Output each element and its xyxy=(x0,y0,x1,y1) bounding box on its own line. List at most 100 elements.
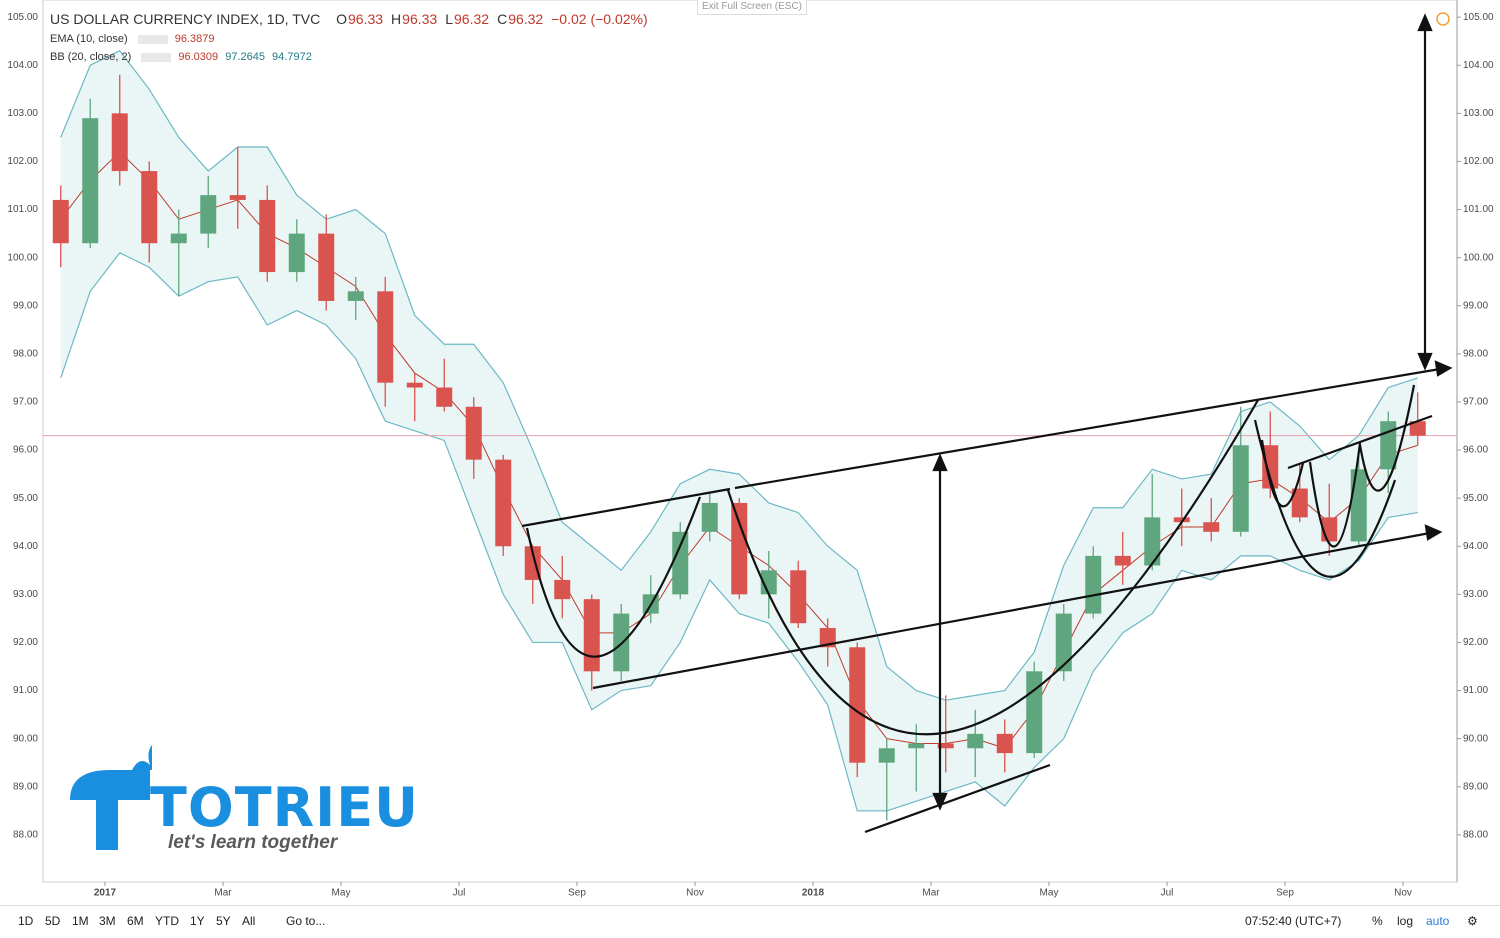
y-tick-label: 91.00 xyxy=(13,685,38,696)
y-tick-label: 92.00 xyxy=(13,637,38,648)
candle-body xyxy=(878,748,895,763)
candle-body xyxy=(1203,522,1220,532)
cup-curve xyxy=(1308,442,1362,548)
range-button[interactable]: 3M xyxy=(99,914,116,928)
candle-body xyxy=(495,459,512,547)
candle-body xyxy=(170,233,187,244)
y-tick-label: 100.00 xyxy=(7,252,38,263)
candle-body xyxy=(52,199,69,244)
range-button[interactable]: All xyxy=(242,914,256,928)
candle-body xyxy=(908,743,925,749)
candle-body xyxy=(731,502,748,595)
range-button[interactable]: YTD xyxy=(155,914,179,928)
ohlc-key: O xyxy=(336,11,347,27)
candle-body xyxy=(377,291,394,383)
bb-fill xyxy=(60,50,1418,811)
y-tick-label: 95.00 xyxy=(13,493,38,504)
indicator-controls[interactable] xyxy=(141,52,172,62)
ohlc: O96.33 H96.33 L96.32 C96.32 xyxy=(328,11,543,27)
chart: 88.00 88.00 89.00 89.00 90.00 90.00 91.00 91.00… xyxy=(7,0,1494,899)
candle-body xyxy=(554,579,571,600)
settings-button[interactable]: ⚙ xyxy=(1467,914,1478,928)
trend-line xyxy=(521,487,731,528)
candle-body xyxy=(1350,469,1367,542)
y-tick-label: 97.00 xyxy=(13,397,38,408)
cup-curve xyxy=(1253,419,1397,578)
clock: 07:52:40 (UTC+7) xyxy=(1245,914,1342,928)
range-button[interactable]: 5D xyxy=(45,914,61,928)
bb-value: 96.0309 xyxy=(178,51,219,63)
candle-body xyxy=(996,733,1013,754)
trend-line xyxy=(592,531,1431,690)
ohlc-key: L xyxy=(445,11,454,27)
y-tick-label: 102.00 xyxy=(1463,156,1494,167)
cup-curve xyxy=(726,399,1259,736)
marks: 88.00 88.00 89.00 89.00 90.00 90.00 91.00 91.00… xyxy=(7,12,1494,899)
y-tick-label: 93.00 xyxy=(13,589,38,600)
goto-button[interactable]: Go to... xyxy=(286,914,326,928)
logo-name: TOTRIEU xyxy=(150,776,419,839)
cup-curve xyxy=(1358,384,1416,492)
symbol-title: US DOLLAR CURRENCY INDEX, 1D, TVC xyxy=(50,11,321,27)
logo-mark xyxy=(70,745,152,850)
y-tick-label: 90.00 xyxy=(1463,733,1488,744)
bottom-toolbar: Go to... 07:52:40 (UTC+7) 1D 5D 1M 3M 6M YTD 1… xyxy=(0,905,1500,938)
ohlc-value: 96.33 xyxy=(402,11,438,27)
y-tick-label: 92.00 xyxy=(1463,637,1488,648)
candle-body xyxy=(259,199,276,273)
range-button[interactable]: 1M xyxy=(72,914,89,928)
range-button[interactable]: 6M xyxy=(127,914,144,928)
candle-body xyxy=(967,733,984,749)
x-tick-label: Mar xyxy=(922,888,940,899)
bb-value: 97.2645 xyxy=(225,51,265,63)
arrow-head xyxy=(932,453,948,472)
x-tick-label: Jul xyxy=(453,888,466,899)
x-tick-label: Jul xyxy=(1161,888,1174,899)
ohlc-key: H xyxy=(391,11,402,27)
candle-body xyxy=(1232,445,1249,532)
y-tick-label: 99.00 xyxy=(1463,300,1488,311)
scale-option[interactable]: log xyxy=(1397,914,1414,928)
arrow-head xyxy=(1417,13,1433,32)
arrow-head xyxy=(1424,524,1443,541)
y-tick-label: 91.00 xyxy=(1463,685,1488,696)
y-tick-label: 98.00 xyxy=(13,348,38,359)
ema-label: EMA (10, close) xyxy=(50,33,128,45)
candle-body xyxy=(790,570,807,624)
arrow-head xyxy=(1434,360,1453,377)
x-tick-label: Sep xyxy=(568,888,586,899)
x-tick-label: Nov xyxy=(686,888,704,899)
y-tick-label: 94.00 xyxy=(13,541,38,552)
candle-body xyxy=(1055,613,1072,672)
y-tick-label: 104.00 xyxy=(1463,60,1494,71)
y-tick-label: 101.00 xyxy=(1463,204,1494,215)
alert-icon[interactable] xyxy=(1436,12,1450,26)
candle-body xyxy=(701,502,718,532)
candle-body xyxy=(672,531,689,595)
y-tick-label: 88.00 xyxy=(1463,830,1488,841)
indicator-controls[interactable] xyxy=(137,34,168,44)
y-tick-label: 88.00 xyxy=(13,830,38,841)
bb-lower xyxy=(60,252,1418,812)
candle-body xyxy=(583,599,600,672)
y-tick-label: 101.00 xyxy=(7,204,38,215)
x-tick-label: Nov xyxy=(1394,888,1412,899)
logo-flame xyxy=(132,745,152,770)
candle-body xyxy=(760,570,777,595)
trend-line xyxy=(734,367,1441,490)
y-tick-label: 95.00 xyxy=(1463,493,1488,504)
range-button[interactable]: 5Y xyxy=(216,914,231,928)
scale-option[interactable]: % xyxy=(1372,914,1383,928)
y-tick-label: 96.00 xyxy=(1463,445,1488,456)
cup-curve xyxy=(525,496,702,658)
ema-value: 96.3879 xyxy=(174,33,215,45)
candle-body xyxy=(1262,445,1279,489)
scale-option[interactable]: auto xyxy=(1426,914,1450,928)
candle-body xyxy=(1380,421,1397,470)
x-tick-label: May xyxy=(332,888,351,899)
exit-fullscreen[interactable]: Exit Full Screen (ESC) xyxy=(697,0,807,15)
range-button[interactable]: 1D xyxy=(18,914,34,928)
range-button[interactable]: 1Y xyxy=(190,914,205,928)
y-tick-label: 102.00 xyxy=(7,156,38,167)
y-tick-label: 105.00 xyxy=(7,12,38,23)
